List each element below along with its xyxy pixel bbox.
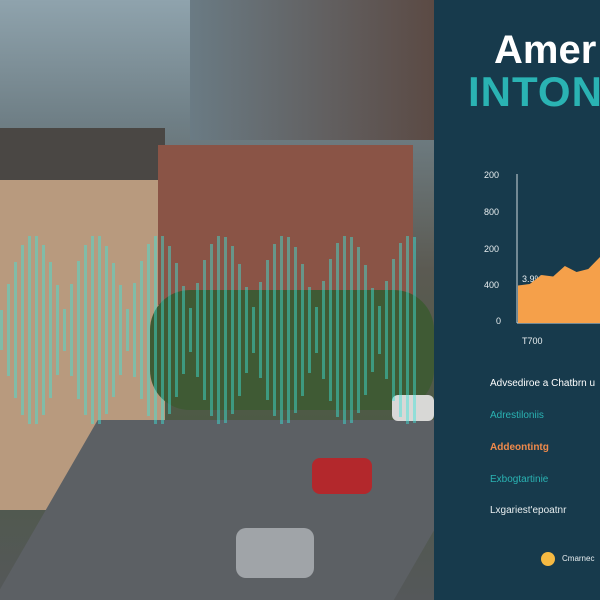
wave-bar [7, 284, 10, 376]
title-line-2: INTON [468, 68, 600, 115]
wave-bar [329, 259, 332, 401]
infographic-panel: Amer INTON 200 800 200 400 0 T700 3.9% A… [434, 0, 600, 600]
wave-bar [217, 235, 220, 425]
wave-bar [0, 310, 3, 350]
list-item: Exbogtartinie [490, 474, 549, 485]
wave-bar [14, 261, 17, 399]
wave-bar [63, 309, 66, 351]
list-heading: Advsediroe a Chatbrn u [490, 378, 596, 389]
wave-bar [259, 281, 262, 379]
wave-bar [378, 306, 381, 354]
wave-bar [252, 307, 255, 353]
wave-bar [413, 236, 416, 424]
car-red [312, 458, 372, 494]
wave-bar [301, 264, 304, 396]
y-tick: 800 [484, 207, 500, 217]
wave-bar [140, 260, 143, 400]
wave-bar [105, 245, 108, 415]
list-item: Lxgariest'epoatnr [490, 505, 567, 516]
wave-bar [315, 306, 318, 354]
wave-bar [168, 245, 171, 415]
building-center [158, 145, 413, 305]
wave-bar [406, 235, 409, 425]
wave-bar [357, 246, 360, 414]
wave-bar [343, 235, 346, 425]
wave-bar [49, 262, 52, 398]
y-tick: 0 [496, 316, 502, 326]
wave-bar [210, 244, 213, 416]
wave-bar [392, 258, 395, 402]
wave-bar [294, 246, 297, 414]
wave-bar [98, 236, 101, 424]
wave-bar [385, 280, 388, 380]
background-buildings [190, 0, 434, 140]
wave-bar [364, 264, 367, 396]
car-white [392, 395, 434, 421]
wave-bar [231, 246, 234, 414]
wave-bar [245, 286, 248, 374]
wave-bar [154, 235, 157, 425]
wave-bar [77, 261, 80, 399]
wave-bar [182, 286, 185, 374]
y-tick: 400 [484, 280, 500, 290]
y-tick: 200 [484, 244, 500, 254]
wave-bar [336, 243, 339, 417]
legend-label: Cmarnec [562, 554, 595, 563]
wave-bar [91, 235, 94, 424]
wave-bar [161, 236, 164, 424]
roof-left [0, 128, 165, 180]
trees [150, 290, 434, 410]
wave-bar [203, 260, 206, 400]
wave-bar [126, 308, 129, 352]
annotation: 3.9% [522, 274, 543, 284]
wave-bar [371, 287, 374, 373]
wave-bar [112, 262, 115, 398]
wave-bar [21, 244, 24, 416]
wave-bar [189, 308, 192, 352]
wave-bar [399, 243, 402, 417]
y-tick: 200 [484, 170, 500, 180]
area-chart: 200 800 200 400 0 T700 3.9% [434, 160, 600, 350]
title-line-1: Amer [494, 28, 597, 72]
wave-bar [238, 263, 241, 397]
wave-bar [280, 235, 283, 425]
wave-bar [56, 284, 59, 376]
legend-dot-icon [541, 552, 555, 566]
list-item: Adrestiloniis [490, 410, 544, 421]
wave-bar [308, 287, 311, 373]
wave-bar [322, 281, 325, 379]
wave-bar [196, 282, 199, 378]
area-series [518, 257, 600, 323]
wave-bar [273, 243, 276, 417]
wave-bar [84, 244, 87, 416]
list-item: Addeontintg [490, 442, 549, 453]
x-tick: T700 [522, 336, 543, 346]
wave-bar [147, 244, 150, 416]
wave-bar [70, 283, 73, 377]
wave-bar [42, 245, 45, 415]
wave-bar [224, 236, 227, 424]
wave-bar [133, 283, 136, 377]
wave-bar [350, 236, 353, 424]
wave-bar [175, 263, 178, 397]
city-photo [0, 0, 434, 600]
wave-bar [28, 236, 31, 424]
wave-bar [35, 236, 38, 424]
wave-bar [287, 236, 290, 424]
wave-bar [119, 285, 122, 375]
car-silver [236, 528, 314, 578]
wave-bar [266, 259, 269, 401]
